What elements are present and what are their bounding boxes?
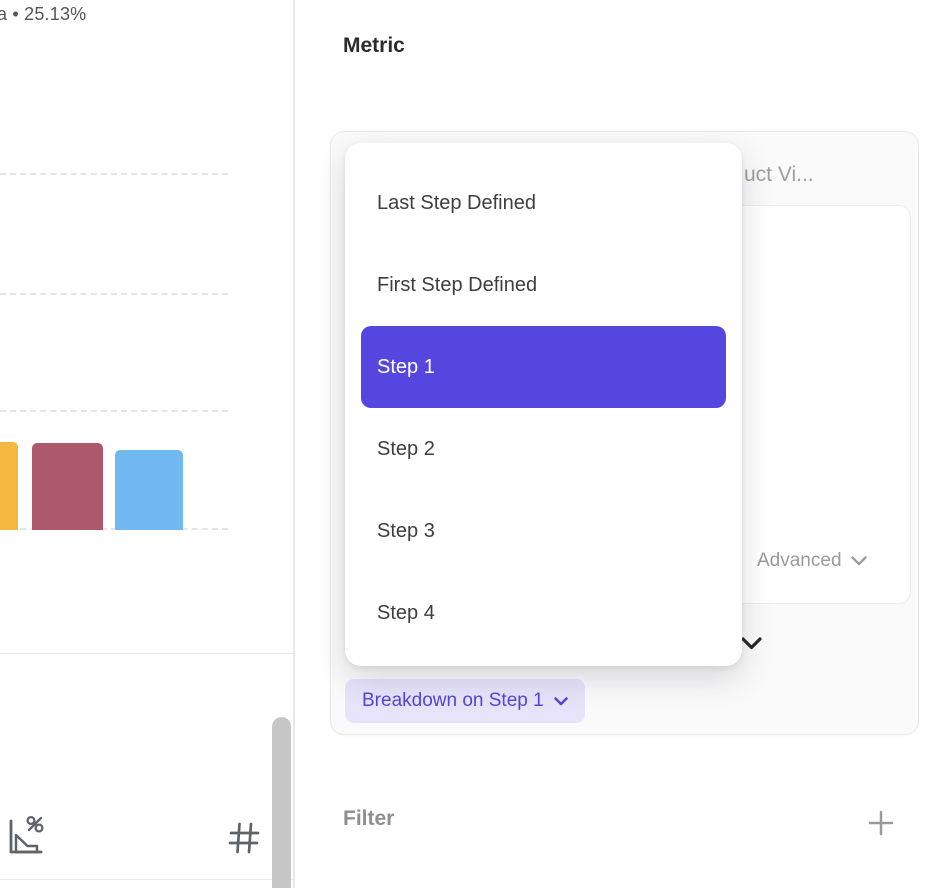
gridline: [0, 410, 228, 412]
panel-divider: [293, 0, 295, 888]
add-filter-button[interactable]: [868, 810, 894, 836]
chart-card-divider: [0, 653, 293, 654]
scrollbar-thumb[interactable]: [272, 717, 291, 888]
metric-title-truncated: uct Vi...: [744, 163, 814, 186]
hash-grid-icon[interactable]: [226, 820, 262, 861]
dropdown-item-step-4[interactable]: Step 4: [377, 601, 435, 624]
metric-section-heading: Metric: [343, 34, 405, 57]
dropdown-item-step-2[interactable]: Step 2: [377, 437, 435, 460]
chart-bar[interactable]: [32, 443, 103, 530]
dropdown-item-step-1[interactable]: Step 1: [361, 326, 726, 408]
gridline: [0, 173, 228, 175]
gridline: [0, 528, 228, 530]
dropdown-item-step-3[interactable]: Step 3: [377, 519, 435, 542]
filter-section-heading: Filter: [343, 807, 395, 830]
funnel-percent-chart-icon[interactable]: [6, 814, 44, 863]
gridline: [0, 293, 228, 295]
advanced-toggle[interactable]: Advanced: [757, 550, 867, 572]
chart-panel: a • 25.13%: [0, 0, 293, 888]
step-selector-dropdown: Last Step Defined First Step Defined Ste…: [345, 143, 742, 666]
collapsed-section-chevron[interactable]: [741, 637, 762, 655]
chevron-down-icon: [741, 637, 762, 650]
chart-bar[interactable]: [0, 442, 18, 530]
chevron-down-icon: [850, 556, 867, 566]
bottom-row-divider: [0, 879, 293, 880]
chevron-down-icon: [553, 696, 568, 705]
chart-bar[interactable]: [115, 450, 183, 530]
breakdown-on-step-button[interactable]: Breakdown on Step 1: [345, 679, 585, 723]
plus-icon: [868, 810, 894, 836]
breakdown-label: Breakdown on Step 1: [362, 690, 544, 711]
advanced-label: Advanced: [757, 550, 842, 571]
dropdown-item-first-step-defined[interactable]: First Step Defined: [377, 273, 538, 296]
dropdown-item-last-step-defined[interactable]: Last Step Defined: [377, 191, 536, 214]
legend-fragment: a • 25.13%: [0, 4, 87, 24]
